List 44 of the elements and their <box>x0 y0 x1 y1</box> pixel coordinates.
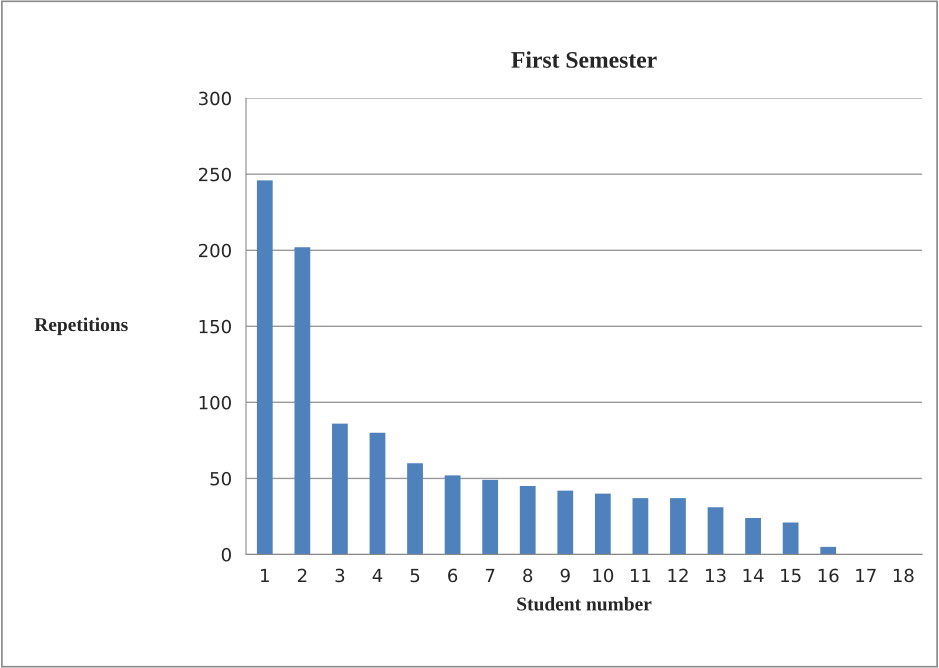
y-tick-label: 100 <box>200 396 231 410</box>
bar <box>670 498 686 554</box>
bar <box>708 507 724 554</box>
bar <box>820 546 836 554</box>
x-tick-label: 5 <box>410 568 420 582</box>
bar <box>557 490 574 554</box>
x-tick-label: 14 <box>744 568 764 582</box>
x-tick-label: 1 <box>261 568 269 582</box>
bar <box>782 522 799 554</box>
x-tick-label: 17 <box>856 568 876 582</box>
x-tick-label: 6 <box>448 568 458 582</box>
x-tick-label: 2 <box>298 568 306 582</box>
y-tick-label: 150 <box>200 320 231 334</box>
y-tick-label: 0 <box>222 548 231 562</box>
bar <box>594 494 611 554</box>
x-tick-label: 12 <box>668 568 688 582</box>
bar <box>256 180 273 554</box>
bar <box>444 475 460 554</box>
y-tick-label: 200 <box>198 244 231 258</box>
x-tick-label: 15 <box>781 568 801 582</box>
x-tick-label: 16 <box>818 568 839 582</box>
x-tick-label: 9 <box>560 568 570 582</box>
y-tick-label: 50 <box>210 472 231 486</box>
x-axis-title: Student number <box>517 596 652 611</box>
x-tick-label: 10 <box>593 568 614 582</box>
bar <box>370 432 386 554</box>
x-tick-label: 8 <box>523 568 532 582</box>
bar <box>332 424 348 554</box>
x-tick-label: 4 <box>372 568 382 582</box>
y-tick-label: 250 <box>198 168 231 182</box>
bar <box>520 486 536 554</box>
y-axis-title: Repetitions <box>34 318 128 336</box>
x-tick-label: 7 <box>486 568 494 582</box>
bar <box>632 498 648 554</box>
x-tick-label: 3 <box>336 568 344 582</box>
bar <box>407 463 423 554</box>
bar <box>482 480 498 554</box>
bar <box>294 247 310 554</box>
x-tick-label: 18 <box>894 568 914 582</box>
chart-title: First Semester <box>511 51 657 68</box>
x-tick-label: 11 <box>630 568 650 582</box>
bar <box>745 518 761 554</box>
x-tick-label: 13 <box>706 568 726 582</box>
y-tick-label: 300 <box>199 92 231 106</box>
